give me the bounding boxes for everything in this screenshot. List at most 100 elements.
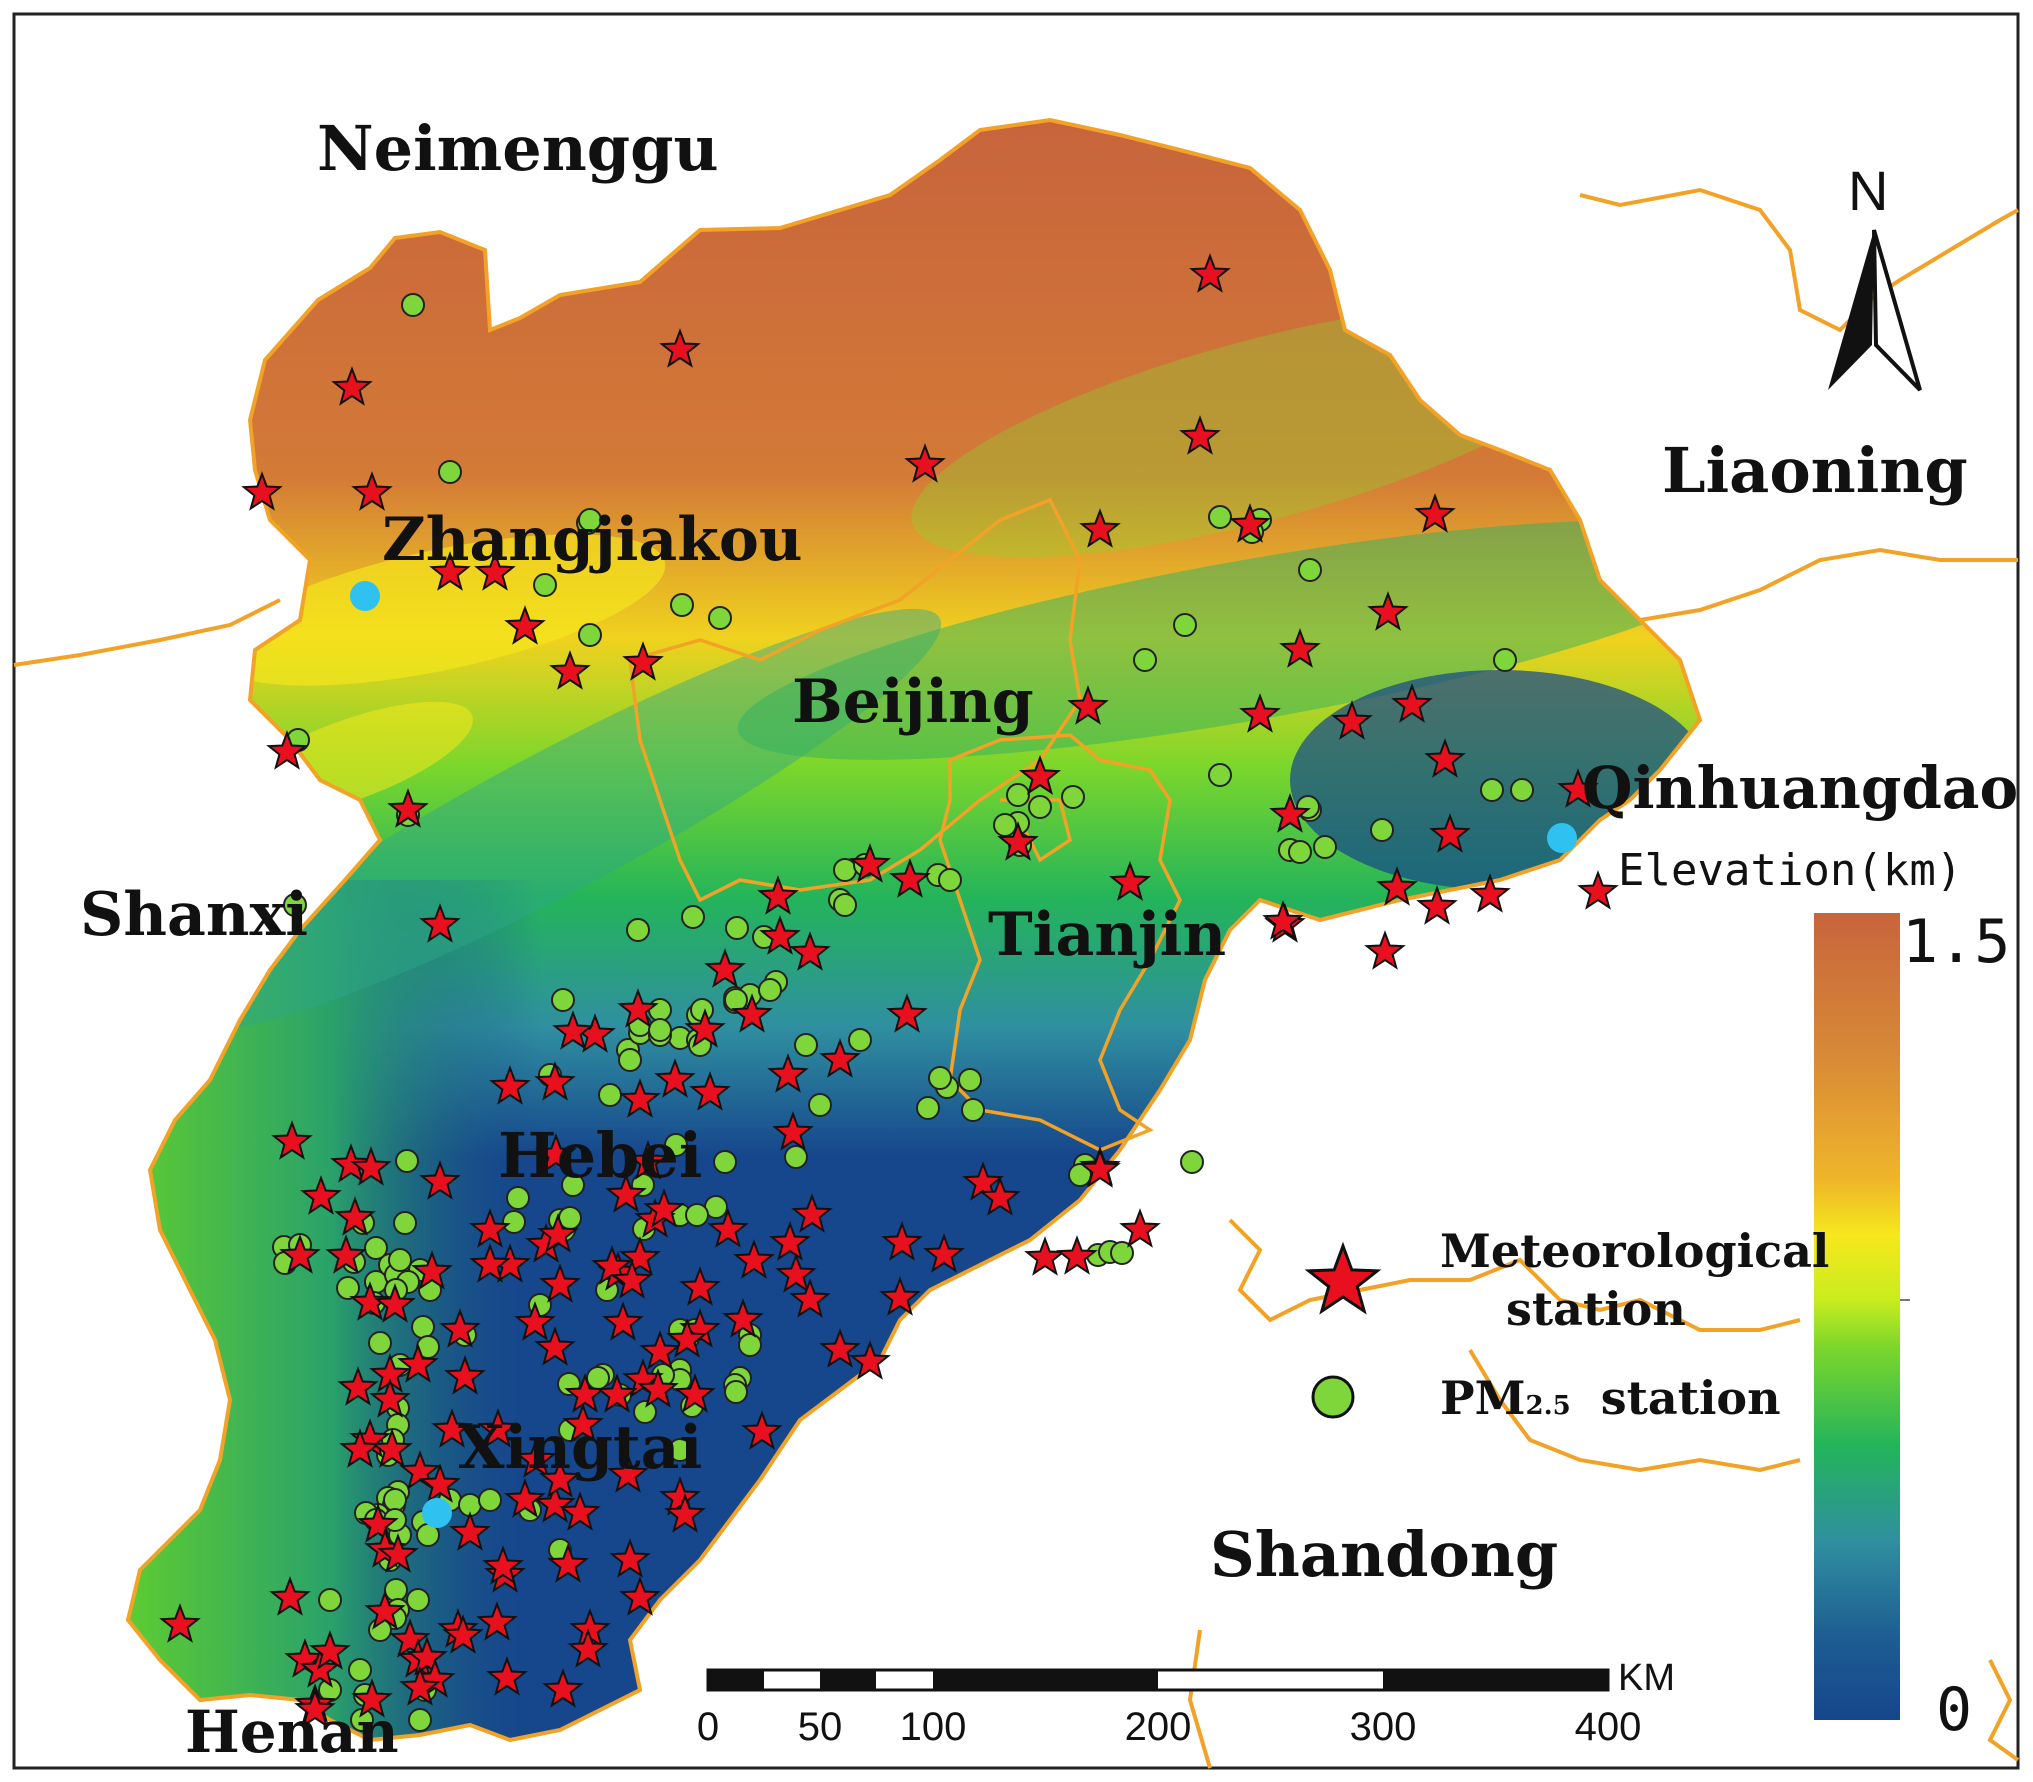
- meteorological-station-marker: [349, 1281, 391, 1321]
- city-markers: [350, 581, 1577, 1528]
- meteorological-station-marker: [759, 915, 801, 955]
- meteorological-station-marker: [722, 1298, 764, 1338]
- meteorological-station-marker: [330, 1143, 372, 1183]
- pm25-station-marker: [833, 858, 857, 882]
- label-hebei: Hebei: [498, 1119, 702, 1192]
- meteorological-station-marker: [399, 1666, 441, 1706]
- scale-tick-100: 100: [900, 1705, 967, 1749]
- pm25-station-marker: [348, 1658, 372, 1682]
- meteorological-station-marker: [707, 1208, 749, 1248]
- meteorological-station-marker: [617, 988, 659, 1028]
- xingtai-marker: [422, 1498, 452, 1528]
- province-borders: [13, 187, 2020, 1769]
- pm25-station-marker: [1480, 778, 1504, 802]
- pm25-station-marker: [916, 1096, 940, 1120]
- meteorological-station-marker: [309, 1630, 351, 1670]
- meteorological-station-marker: [689, 1071, 731, 1111]
- meteorological-station-marker: [334, 1196, 376, 1236]
- meteorological-station-marker: [419, 903, 461, 943]
- meteorological-station-marker: [411, 1250, 453, 1290]
- label-henan: Henan: [185, 1698, 399, 1766]
- legend-circle-icon: [1311, 1375, 1355, 1419]
- meteorological-station-marker: [605, 1173, 647, 1213]
- meteorological-station-marker: [1364, 930, 1406, 970]
- pm25-station-marker: [1173, 613, 1197, 637]
- meteorological-station-marker: [619, 1576, 661, 1616]
- meteorological-station-marker: [1414, 493, 1456, 533]
- meteorological-station-marker: [515, 1438, 557, 1478]
- legend-pm-text: PM2.5 station: [1440, 1371, 1781, 1425]
- pm25-station-marker: [738, 1333, 762, 1357]
- meteorological-station-marker: [539, 1458, 581, 1498]
- meteorological-station-marker: [1079, 508, 1121, 548]
- pm25-station-marker: [1133, 648, 1157, 672]
- pm25-station-marker: [598, 1083, 622, 1107]
- meteorological-station-marker: [534, 1483, 576, 1523]
- pm25-station-marker: [368, 1331, 392, 1355]
- meteorological-station-marker: [279, 1234, 321, 1274]
- meteorological-station-marker: [389, 1618, 431, 1658]
- pm25-station-marker: [713, 1150, 737, 1174]
- meteorological-station-marker: [1367, 591, 1409, 631]
- meteorological-station-marker: [504, 1478, 546, 1518]
- meteorological-station-marker: [654, 1058, 696, 1098]
- meteorological-station-marker: [299, 1648, 341, 1688]
- pm25-station-marker: [1370, 818, 1394, 842]
- meteorological-station-marker: [387, 788, 429, 828]
- pm25-station-marker: [383, 1488, 407, 1512]
- meteorological-station-marker: [643, 1188, 685, 1228]
- legend-met-line2: station: [1506, 1282, 1686, 1336]
- meteorological-station-marker: [1067, 685, 1109, 725]
- meteorological-station-marker: [476, 1601, 518, 1641]
- pm25-station-marker: [1180, 1150, 1204, 1174]
- meteorological-station-marker: [486, 1656, 528, 1696]
- meteorological-station-marker: [1179, 415, 1221, 455]
- meteorological-station-marker: [535, 1133, 577, 1173]
- pm25-station-marker: [506, 1186, 530, 1210]
- meteorological-station-marker: [775, 1253, 817, 1293]
- colorbar-title: Elevation(km): [1618, 845, 1962, 896]
- pm25-station-marker: [708, 606, 732, 630]
- meteorological-station-marker: [659, 328, 701, 368]
- meteorological-station-marker: [419, 1160, 461, 1200]
- north-arrow: N: [1828, 159, 1922, 392]
- elevation-colorbar: Elevation(km) 1.5 0: [1618, 845, 2010, 1745]
- scale-bar: KM 0 50 100 200 300 400: [697, 1657, 1675, 1749]
- pm25-station-marker: [1110, 1241, 1134, 1265]
- pm25-station-marker: [318, 1588, 342, 1612]
- meteorological-station-marker: [449, 1511, 491, 1551]
- meteorological-station-marker: [602, 1301, 644, 1341]
- scale-tick-300: 300: [1350, 1705, 1417, 1749]
- scale-bar-seg-4: [1383, 1670, 1608, 1690]
- meteorological-station-marker: [674, 1373, 716, 1413]
- meteorological-station-marker: [1239, 693, 1281, 733]
- meteorological-station-marker: [266, 730, 308, 770]
- label-shanxi: Shanxi: [80, 880, 308, 950]
- label-xingtai: Xingtai: [458, 1413, 702, 1483]
- meteorological-station-marker: [351, 1678, 393, 1718]
- label-neimenggu: Neimenggu: [317, 112, 719, 185]
- meteorological-station-marker: [271, 1120, 313, 1160]
- pm25-station-marker: [395, 1149, 419, 1173]
- pm25-station-marker: [533, 573, 557, 597]
- meteorological-station-marker: [962, 1161, 1004, 1201]
- label-shandong: Shandong: [1210, 1518, 1558, 1591]
- meteorological-station-marker: [331, 366, 373, 406]
- pm25-station-marker: [1208, 505, 1232, 529]
- meteorological-station-marker: [1424, 738, 1466, 778]
- meteorological-station-marker: [1416, 885, 1458, 925]
- pm25-station-marker: [928, 1066, 952, 1090]
- meteorological-station-marker: [300, 1175, 342, 1215]
- label-zhangjiakou: Zhangjiakou: [382, 505, 802, 575]
- pm25-station-marker: [618, 1048, 642, 1072]
- meteorological-station-marker: [429, 551, 471, 591]
- qinhuangdao-marker: [1547, 823, 1577, 853]
- meteorological-station-marker: [659, 1476, 701, 1516]
- meteorological-station-marker: [482, 1545, 524, 1585]
- meteorological-station-marker: [364, 1590, 406, 1630]
- meteorological-station-marker: [269, 1576, 311, 1616]
- meteorological-station-marker: [619, 1236, 661, 1276]
- scale-bar-unit: KM: [1618, 1657, 1675, 1699]
- meteorological-station-marker: [377, 1533, 419, 1573]
- meteorological-station-marker: [611, 1259, 653, 1299]
